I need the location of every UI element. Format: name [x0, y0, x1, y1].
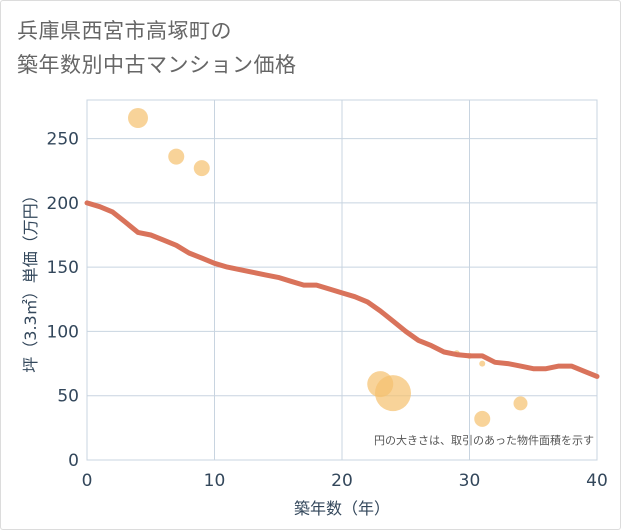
x-tick-label: 10 [204, 471, 226, 491]
x-tick-label: 0 [82, 471, 93, 491]
data-bubble [168, 148, 185, 165]
data-bubble [128, 108, 148, 128]
y-axis-label: 坪（3.3㎡）単価（万円） [21, 187, 40, 372]
chart-title-line-2: 築年数別中古マンション価格 [17, 53, 297, 77]
x-axis-ticks: 0 10 20 30 40 [82, 471, 608, 491]
y-tick-label: 200 [47, 194, 79, 214]
bubble-size-note: 円の大きさは、取引のあった物件面積を示す [374, 433, 594, 447]
x-tick-label: 40 [586, 471, 608, 491]
y-tick-label: 100 [47, 322, 79, 342]
y-tick-label: 250 [47, 130, 79, 150]
y-tick-label: 150 [47, 258, 79, 278]
x-axis-label: 築年数（年） [294, 499, 390, 518]
bubble-series [128, 108, 528, 427]
x-tick-label: 20 [331, 471, 353, 491]
data-bubble [513, 396, 528, 411]
average-price-line [84, 200, 600, 379]
grid-lines [86, 100, 598, 461]
data-bubble [193, 160, 210, 177]
chart-title: 兵庫県西宮市高塚町の 築年数別中古マンション価格 [17, 14, 297, 82]
x-tick-label: 30 [459, 471, 481, 491]
chart-title-line-1: 兵庫県西宮市高塚町の [17, 19, 232, 43]
y-tick-label: 0 [68, 451, 79, 471]
y-tick-label: 50 [57, 387, 79, 407]
data-bubble [375, 375, 411, 412]
data-bubble [479, 360, 486, 367]
data-bubble [474, 410, 491, 427]
y-axis-ticks: 0 50 100 150 200 250 [47, 130, 79, 471]
